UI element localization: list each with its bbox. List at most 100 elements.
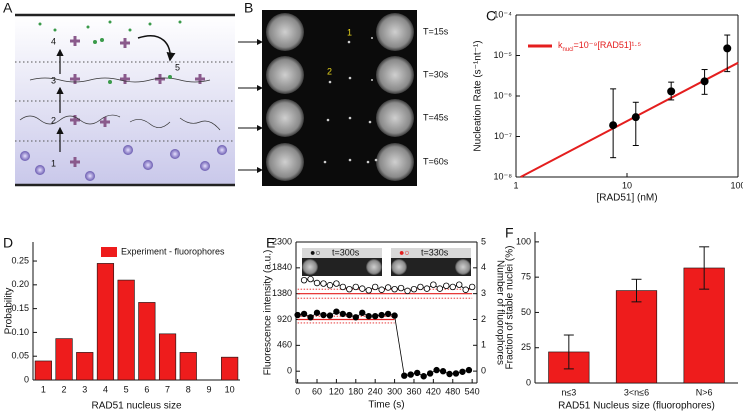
point (631, 113, 640, 122)
panel-label: D (3, 235, 13, 251)
y-tick-label: 10⁻⁸ (493, 171, 512, 181)
y-tick-label: 0 (24, 374, 29, 384)
x-tick-label: 480 (445, 386, 460, 396)
x-tick-label: 8 (186, 384, 191, 394)
inset-label: t=300s (332, 247, 360, 257)
point (339, 310, 347, 318)
point (417, 283, 424, 291)
point (423, 285, 431, 292)
y-tick-label: 10⁻⁴ (493, 9, 512, 19)
point (359, 309, 366, 316)
time-label: T=30s (423, 69, 449, 79)
inset-image (391, 258, 471, 276)
point (371, 312, 379, 320)
point (359, 285, 366, 292)
y-tick-label: 100 (516, 236, 531, 246)
point (371, 283, 379, 291)
x-tick-label: 1 (41, 384, 46, 394)
point (410, 285, 418, 293)
point (365, 287, 372, 294)
point (452, 370, 460, 377)
time-label: T=15s (423, 26, 449, 36)
y-tick-label: 2300 (272, 236, 292, 246)
y-axis-label: Nucleation Rate (s⁻¹nt⁻¹) (473, 40, 484, 151)
x-tick-label: 7 (165, 384, 170, 394)
bar (158, 333, 177, 381)
micrograph: B 1 2 T=15s T=30s T=45s T=60s (244, 0, 449, 186)
y-axis-label: Fluorescence intensity (a.u.) (263, 250, 274, 376)
point (609, 121, 618, 130)
x-axis-label: RAD51 Nucleus size (fluorophores) (558, 401, 715, 412)
point (391, 285, 398, 293)
y-tick-label: 0.15 (11, 303, 29, 313)
point (346, 285, 353, 293)
chart-bar: D RAD51 nucleus size Probability 0 0.05 0.10 0… (3, 235, 240, 412)
y-tick-label: 25 (521, 342, 531, 352)
point (439, 368, 447, 375)
point (378, 311, 385, 319)
step-label: 1 (51, 158, 56, 168)
point (352, 314, 359, 321)
y-tick-label: 10⁻⁶ (494, 90, 513, 100)
point (320, 311, 327, 319)
y-tick-label: 10⁻⁵ (494, 50, 513, 60)
point (307, 314, 314, 321)
time-label: T=45s (423, 112, 449, 122)
x-tick-label: 120 (329, 386, 344, 396)
point (404, 287, 411, 295)
legend-part: =10⁻⁹[RAD51]¹·⁵ (574, 40, 642, 50)
x-tick-label: 2 (62, 384, 67, 394)
x-tick-label: 6 (144, 384, 149, 394)
y-tick-label: 920 (277, 314, 292, 324)
separators (15, 61, 235, 142)
point (407, 371, 414, 378)
x-tick-label: 5 (124, 384, 129, 394)
point (700, 77, 709, 86)
legend-part: k (558, 40, 563, 50)
point (420, 373, 427, 380)
point (426, 370, 434, 377)
point (414, 369, 421, 377)
inset-bead (391, 259, 407, 275)
point (320, 280, 327, 287)
point (430, 281, 437, 288)
point (313, 309, 321, 316)
chart-line: E Time (s) Fluorescence intensity (a.u.) Nu… (263, 235, 506, 411)
point (300, 310, 308, 318)
spots (323, 37, 378, 164)
y-tick-label: 50 (521, 307, 531, 317)
y-tick-label: 0.25 (11, 255, 29, 265)
inset-label: t=330s (421, 247, 449, 257)
legend-label: Experiment - fluorophores (121, 246, 225, 256)
x-tick-label: 3 (82, 384, 87, 394)
y-tick-label: 460 (277, 340, 292, 350)
step-label: 4 (51, 36, 56, 46)
bar (179, 352, 197, 381)
point (462, 286, 469, 293)
x-tick-label: n≤3 (561, 387, 576, 397)
bar (615, 290, 658, 384)
dna (19, 77, 221, 131)
point (433, 366, 440, 374)
panel-label: F (505, 225, 514, 241)
y-tick-label: 0.10 (11, 327, 29, 337)
fluorophores (38, 20, 182, 84)
point (307, 275, 314, 283)
flow-arrows (238, 39, 263, 173)
y-tick-label: 10⁻⁷ (494, 131, 512, 141)
step-label: 2 (51, 115, 56, 125)
point (465, 366, 473, 374)
point (352, 283, 359, 291)
point (313, 279, 321, 287)
bar (138, 302, 156, 381)
point (391, 312, 398, 319)
y-tick-label: 1 (481, 340, 486, 350)
panel-label: C (486, 8, 496, 24)
legend-swatch (101, 247, 117, 257)
bar (76, 352, 94, 381)
inset-markers: ●○ (399, 247, 410, 257)
y-tick-label: 3 (481, 288, 486, 298)
point (294, 311, 301, 319)
inset-bead (455, 259, 471, 275)
bar (34, 360, 52, 381)
